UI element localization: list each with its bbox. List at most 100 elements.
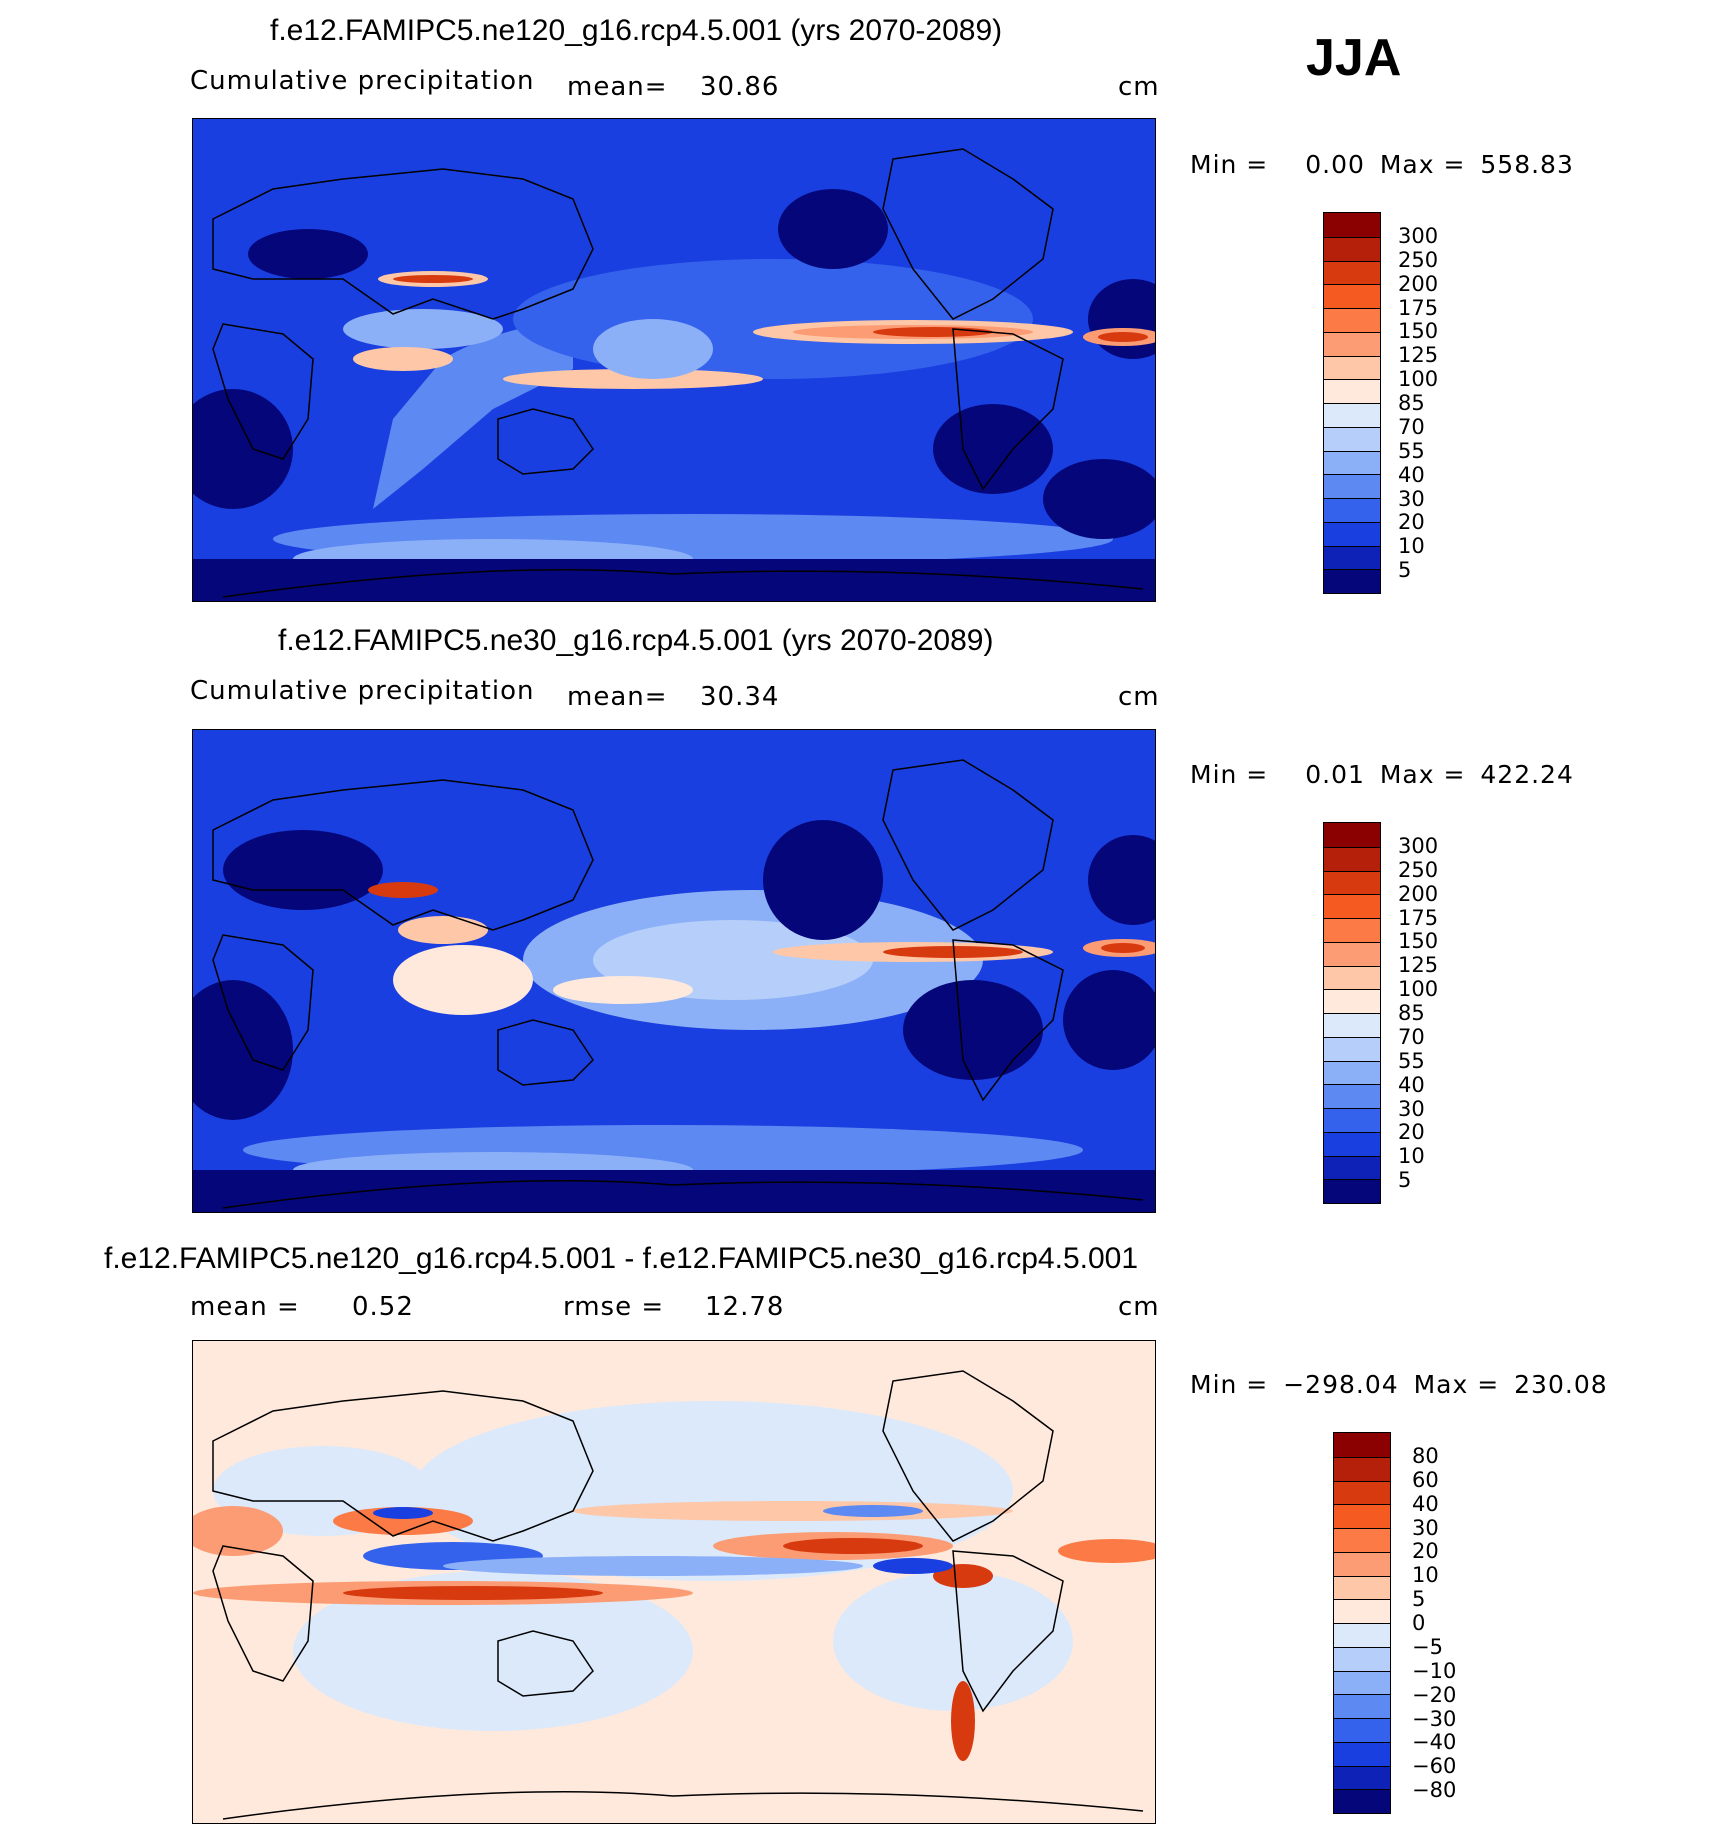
colorbar-swatch bbox=[1324, 823, 1380, 847]
colorbar-tick-label: 70 bbox=[1398, 1024, 1425, 1049]
colorbar-swatch bbox=[1324, 213, 1380, 237]
colorbar-tick-label: 30 bbox=[1412, 1515, 1439, 1540]
panel-2-units: cm bbox=[1118, 682, 1160, 712]
colorbar-tick-label: 175 bbox=[1398, 295, 1439, 320]
colorbar-tick-label: 85 bbox=[1398, 391, 1425, 415]
panel-1-title: f.e12.FAMIPC5.ne120_g16.rcp4.5.001 (yrs … bbox=[270, 14, 1003, 47]
colorbar-tick-label: −20 bbox=[1412, 1682, 1457, 1707]
colorbar-tick-label: 30 bbox=[1398, 486, 1425, 511]
colorbar-swatch bbox=[1334, 1528, 1390, 1552]
panel-2-min-value: 0.01 bbox=[1305, 760, 1365, 789]
colorbar-tick-label: 80 bbox=[1412, 1443, 1439, 1468]
colorbar-swatch bbox=[1334, 1504, 1390, 1528]
panel-2-max-label: Max = bbox=[1379, 760, 1466, 789]
colorbar-tick-label: −60 bbox=[1412, 1754, 1457, 1779]
colorbar-tick-label: 55 bbox=[1398, 1048, 1425, 1073]
panel-3-rmse-label: rmse = bbox=[563, 1292, 665, 1322]
panel-1-max-label: Max = bbox=[1379, 150, 1466, 179]
panel-3-rmse-value: 12.78 bbox=[705, 1292, 785, 1322]
colorbar-swatch bbox=[1324, 403, 1380, 427]
panel-3-colorbar bbox=[1333, 1432, 1391, 1814]
colorbar-tick-label: 125 bbox=[1398, 953, 1439, 978]
panel-2-minmax: Min = 0.01 Max = 422.24 bbox=[1190, 760, 1580, 789]
panel-3-min-value: −298.04 bbox=[1283, 1370, 1399, 1399]
colorbar-swatch bbox=[1324, 521, 1380, 546]
colorbar-swatch bbox=[1324, 498, 1380, 522]
colorbar-tick-label: 300 bbox=[1398, 833, 1439, 858]
colorbar-swatch bbox=[1334, 1765, 1390, 1790]
colorbar-tick-label: 150 bbox=[1398, 319, 1439, 344]
colorbar-tick-label: 40 bbox=[1412, 1491, 1439, 1516]
colorbar-tick-label: 100 bbox=[1398, 367, 1439, 392]
colorbar-tick-label: 200 bbox=[1398, 271, 1439, 296]
colorbar-swatch bbox=[1324, 989, 1380, 1013]
panel-2-mean-value: 30.34 bbox=[700, 682, 780, 712]
panel-3-min-label: Min = bbox=[1190, 1370, 1269, 1399]
colorbar-tick-label: −40 bbox=[1412, 1730, 1457, 1755]
colorbar-swatch bbox=[1334, 1433, 1390, 1457]
panel-1-minmax: Min = 0.00 Max = 558.83 bbox=[1190, 150, 1580, 179]
colorbar-swatch bbox=[1324, 569, 1380, 593]
colorbar-tick-label: 175 bbox=[1398, 905, 1439, 930]
colorbar-swatch bbox=[1324, 308, 1380, 332]
season-label: JJA bbox=[1306, 29, 1402, 87]
panel-2-colorbar-labels: 300 250 200 175 150 125 100 85 70 55 40 30 20 10 5 bbox=[1398, 822, 1478, 1204]
panel-1-max-value: 558.83 bbox=[1480, 150, 1574, 179]
colorbar-tick-label: 60 bbox=[1412, 1467, 1439, 1492]
colorbar-tick-label: 250 bbox=[1398, 857, 1439, 882]
colorbar-tick-label: 10 bbox=[1398, 534, 1425, 559]
colorbar-swatch bbox=[1334, 1789, 1390, 1813]
panel-2-variable: Cumulative precipitation bbox=[190, 676, 535, 706]
panel-1-colorbar bbox=[1323, 212, 1381, 594]
panel-3-map bbox=[192, 1340, 1156, 1824]
colorbar-tick-label: 10 bbox=[1412, 1563, 1439, 1588]
colorbar-tick-label: 40 bbox=[1398, 462, 1425, 487]
colorbar-swatch bbox=[1324, 846, 1380, 871]
panel-1-mean-label: mean= bbox=[567, 72, 668, 102]
colorbar-swatch bbox=[1324, 870, 1380, 895]
colorbar-tick-label: −5 bbox=[1412, 1634, 1443, 1659]
colorbar-tick-label: 30 bbox=[1398, 1096, 1425, 1121]
colorbar-tick-label: 150 bbox=[1398, 929, 1439, 954]
colorbar-swatch bbox=[1334, 1480, 1390, 1505]
panel-2-mean-label: mean= bbox=[567, 682, 668, 712]
colorbar-tick-label: 70 bbox=[1398, 414, 1425, 439]
panel-1-min-label: Min = bbox=[1190, 150, 1269, 179]
panel-3-map-plot bbox=[193, 1341, 1155, 1823]
colorbar-swatch bbox=[1334, 1670, 1390, 1695]
panel-2-title: f.e12.FAMIPC5.ne30_g16.rcp4.5.001 (yrs 2… bbox=[278, 624, 994, 657]
colorbar-tick-label: 20 bbox=[1398, 1120, 1425, 1145]
colorbar-swatch bbox=[1324, 1131, 1380, 1156]
panel-1-min-value: 0.00 bbox=[1305, 150, 1365, 179]
panel-1-colorbar-labels: 300 250 200 175 150 125 100 85 70 55 40 30 20 10 5 bbox=[1398, 212, 1478, 594]
colorbar-tick-label: −30 bbox=[1412, 1706, 1457, 1731]
colorbar-tick-label: −10 bbox=[1412, 1658, 1457, 1683]
colorbar-tick-label: −80 bbox=[1412, 1778, 1457, 1803]
colorbar-swatch bbox=[1334, 1623, 1390, 1647]
panel-2-map-plot bbox=[193, 730, 1155, 1212]
colorbar-swatch bbox=[1324, 1179, 1380, 1203]
colorbar-swatch bbox=[1324, 1155, 1380, 1180]
colorbar-tick-label: 250 bbox=[1398, 247, 1439, 272]
panel-3-colorbar-labels: 80 60 40 30 20 10 5 0 −5 −10 −20 −30 −40 −60 −80 bbox=[1412, 1432, 1492, 1814]
colorbar-swatch bbox=[1324, 545, 1380, 570]
panel-2-min-label: Min = bbox=[1190, 760, 1269, 789]
panel-3-max-value: 230.08 bbox=[1514, 1370, 1608, 1399]
colorbar-swatch bbox=[1324, 1084, 1380, 1108]
colorbar-tick-label: 0 bbox=[1412, 1611, 1426, 1635]
colorbar-swatch bbox=[1334, 1599, 1390, 1623]
colorbar-swatch bbox=[1324, 236, 1380, 261]
panel-1-mean-value: 30.86 bbox=[700, 72, 780, 102]
panel-3-mean-label: mean = bbox=[190, 1292, 300, 1322]
colorbar-swatch bbox=[1324, 1036, 1380, 1061]
colorbar-swatch bbox=[1334, 1456, 1390, 1481]
colorbar-swatch bbox=[1324, 355, 1380, 380]
colorbar-swatch bbox=[1324, 450, 1380, 475]
colorbar-tick-label: 40 bbox=[1398, 1072, 1425, 1097]
colorbar-tick-label: 85 bbox=[1398, 1001, 1425, 1025]
colorbar-swatch bbox=[1324, 379, 1380, 403]
colorbar-tick-label: 10 bbox=[1398, 1144, 1425, 1169]
panel-1-map bbox=[192, 118, 1156, 602]
colorbar-tick-label: 55 bbox=[1398, 438, 1425, 463]
colorbar-swatch bbox=[1334, 1694, 1390, 1718]
